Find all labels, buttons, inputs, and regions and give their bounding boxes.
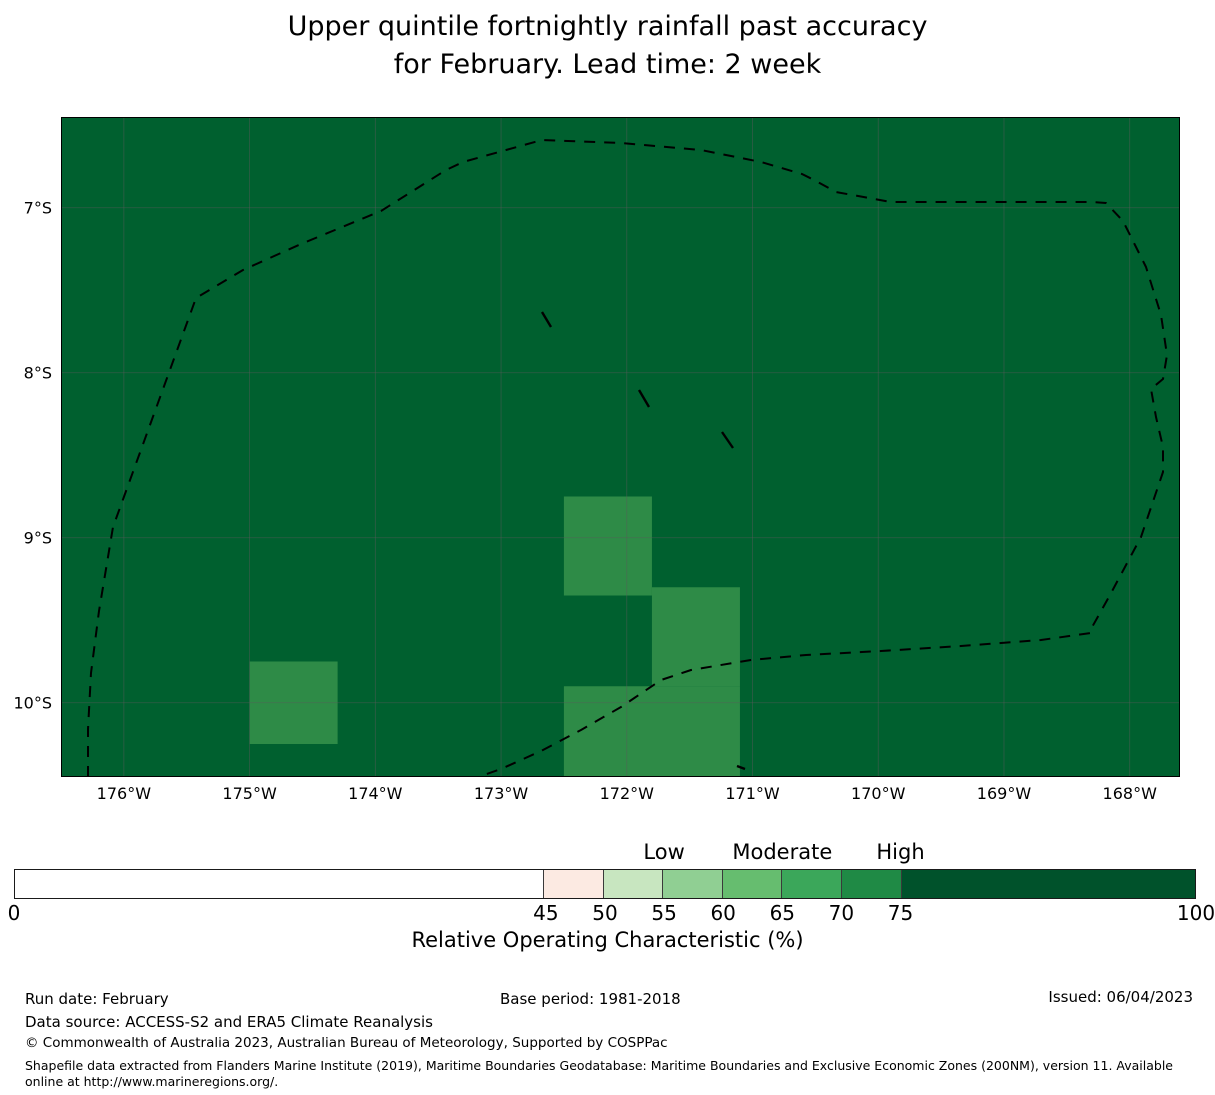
y-axis-tick-label: 10°S xyxy=(13,693,52,713)
colorbar-tick-label: 45 xyxy=(533,901,559,925)
footer-base-period: Base period: 1981-2018 xyxy=(500,990,681,1008)
colorbar-category-labels: Low Moderate High xyxy=(14,840,1196,868)
colorbar-segment xyxy=(900,870,1195,898)
colorbar-tick-label: 100 xyxy=(1176,901,1215,925)
x-axis-tick-label: 172°W xyxy=(599,784,654,803)
colorbar-segment xyxy=(781,870,842,898)
colorbar-category-label: Low xyxy=(643,840,685,864)
colorbar-tick-label: 75 xyxy=(887,901,914,925)
colorbar-category-label: High xyxy=(876,840,925,864)
y-axis-tick-label: 9°S xyxy=(23,528,52,548)
footer-data-source: Data source: ACCESS-S2 and ERA5 Climate … xyxy=(25,1013,433,1031)
page-title: Upper quintile fortnightly rainfall past… xyxy=(0,8,1215,84)
colorbar-category-label: Moderate xyxy=(732,840,833,864)
x-axis-tick-label: 170°W xyxy=(851,784,906,803)
colorbar-tick-label: 55 xyxy=(651,901,677,925)
x-axis-tick-label: 171°W xyxy=(725,784,780,803)
island-coastline-mark xyxy=(736,764,746,771)
heatmap-cells xyxy=(249,496,740,777)
map-plot-area xyxy=(61,117,1180,777)
heatmap-cell xyxy=(651,587,740,687)
x-axis-tick-label: 169°W xyxy=(976,784,1032,803)
colorbar-tick-label: 70 xyxy=(828,901,855,925)
heatmap-background xyxy=(61,117,1180,777)
footer-shapefile-attribution: Shapefile data extracted from Flanders M… xyxy=(25,1058,1173,1089)
x-axis-tick-label: 168°W xyxy=(1102,784,1157,803)
eez-boundary-line xyxy=(87,139,1168,777)
heatmap-cell xyxy=(563,496,652,596)
heatmap-cell xyxy=(563,686,740,777)
map-gridlines xyxy=(61,117,1180,777)
colorbar-tick-label: 0 xyxy=(7,901,21,925)
x-axis-tick-label: 175°W xyxy=(222,784,277,803)
colorbar-segment xyxy=(602,870,663,898)
map-frame xyxy=(61,117,1180,777)
y-axis-tick-label: 7°S xyxy=(23,198,52,218)
footer-copyright: © Commonwealth of Australia 2023, Austra… xyxy=(25,1035,668,1051)
colorbar-segment xyxy=(841,870,901,898)
footer-run-date: Run date: February xyxy=(25,990,169,1008)
island-coastline-mark xyxy=(637,389,651,408)
colorbar-axis-label: Relative Operating Characteristic (%) xyxy=(411,928,804,952)
x-axis-tick-label: 174°W xyxy=(348,784,403,803)
island-coastline-mark xyxy=(540,311,553,328)
island-coastline-mark xyxy=(721,431,734,449)
colorbar-segment xyxy=(721,870,782,898)
colorbar xyxy=(14,869,1196,899)
title-line-2: for February. Lead time: 2 week xyxy=(393,49,822,80)
map-heatmap-canvas xyxy=(61,117,1180,777)
title-line-1: Upper quintile fortnightly rainfall past… xyxy=(287,11,928,42)
colorbar-tick-labels: 0 45 50 55 60 65 70 75 100 xyxy=(8,901,1215,925)
colorbar-tick-label: 65 xyxy=(769,901,796,925)
x-axis-tick-label: 173°W xyxy=(473,784,529,803)
footer-issued-date: Issued: 06/04/2023 xyxy=(1048,988,1193,1006)
colorbar-segment xyxy=(15,870,543,898)
x-axis-tick-label: 176°W xyxy=(96,784,152,803)
coastline-islands xyxy=(540,311,746,771)
colorbar-tick-label: 60 xyxy=(710,901,736,925)
colorbar-segment xyxy=(542,870,603,898)
colorbar-tick-label: 50 xyxy=(592,901,618,925)
colorbar-segment xyxy=(662,870,722,898)
y-axis-tick-label: 8°S xyxy=(23,363,52,383)
